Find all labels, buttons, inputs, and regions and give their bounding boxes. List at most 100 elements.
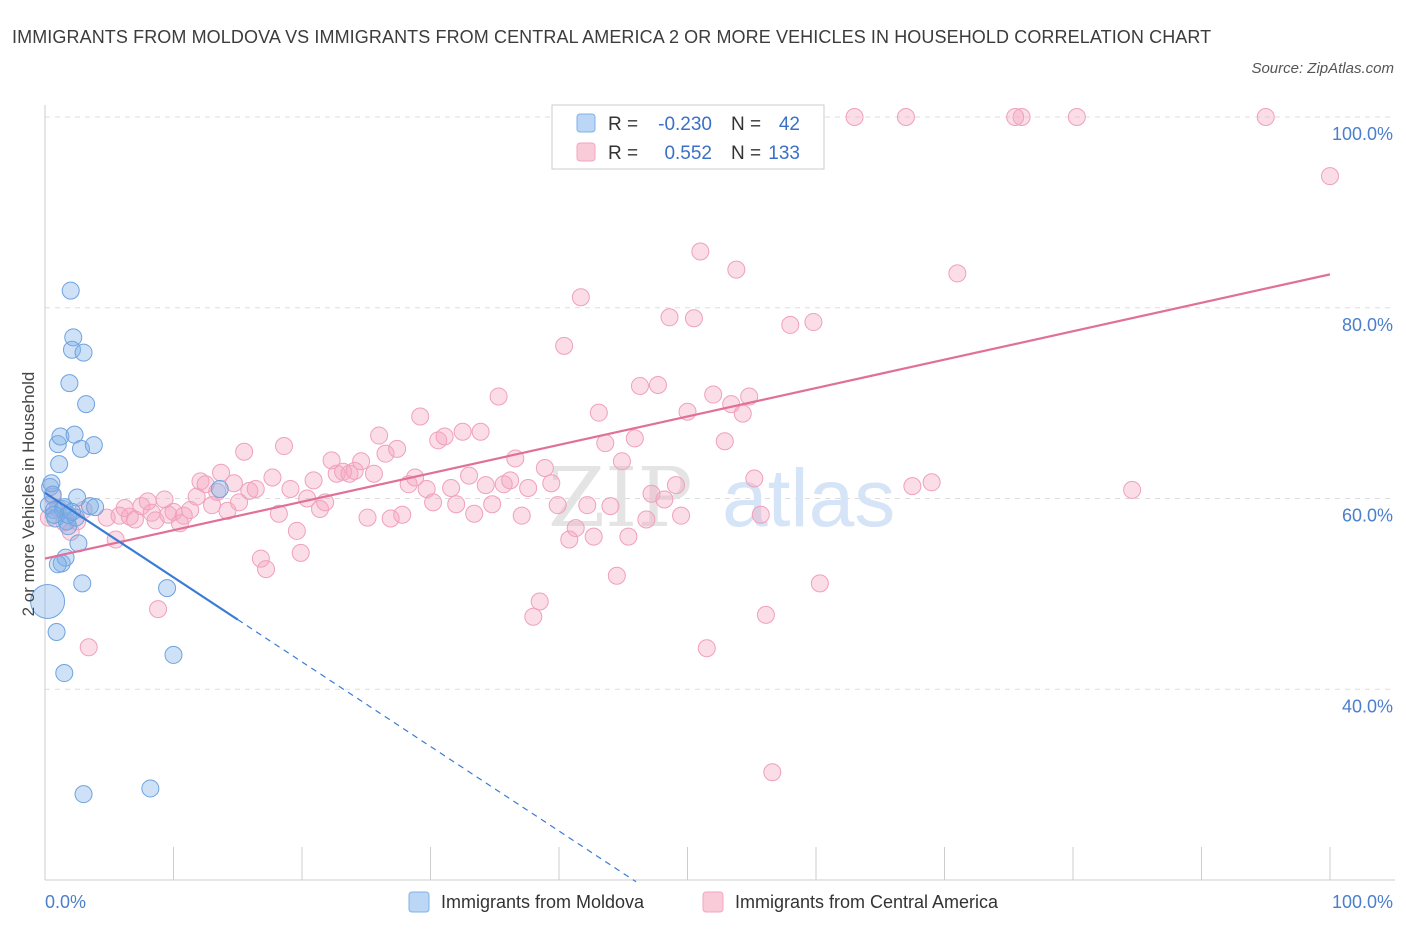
point-central-america	[393, 505, 412, 524]
point-central-america	[240, 481, 259, 500]
y-tick-label: 40.0%	[1342, 696, 1393, 716]
point-central-america	[358, 508, 377, 527]
legend-bottom-label-moldova: Immigrants from Moldova	[441, 892, 645, 912]
legend-bottom-swatch-moldova	[408, 891, 430, 913]
y-axis-label: 2 or more Vehicles in Household	[19, 372, 38, 617]
point-moldova	[68, 488, 87, 507]
point-central-america	[745, 469, 764, 488]
point-central-america	[251, 549, 270, 568]
point-central-america	[208, 482, 227, 501]
point-central-america	[733, 404, 752, 423]
point-central-america	[704, 385, 723, 404]
legend-n-label-moldova: N =	[731, 114, 761, 135]
point-central-america	[1006, 108, 1025, 126]
x-tick-label: 100.0%	[1332, 892, 1393, 912]
point-moldova	[50, 455, 69, 474]
source-label: Source: ZipAtlas.com	[1251, 60, 1394, 77]
point-central-america	[566, 519, 585, 538]
point-central-america	[548, 496, 567, 515]
point-moldova	[158, 579, 177, 598]
point-moldova	[42, 474, 61, 493]
point-central-america	[447, 495, 466, 514]
point-moldova	[44, 505, 63, 524]
point-central-america	[571, 288, 590, 307]
point-central-america	[560, 530, 579, 549]
point-moldova	[164, 645, 183, 664]
point-central-america	[460, 466, 479, 485]
legend-swatch-moldova	[576, 113, 596, 133]
point-moldova	[51, 427, 70, 446]
legend-series: Immigrants from Moldova Immigrants from …	[408, 891, 999, 913]
point-central-america	[845, 108, 864, 126]
point-central-america	[512, 506, 531, 525]
point-central-america	[524, 607, 543, 626]
point-central-america	[1256, 108, 1275, 126]
point-central-america	[476, 476, 495, 495]
point-moldova	[61, 281, 80, 300]
watermark: ZIP atlas	[548, 451, 895, 546]
legend-r-label-central-america: R =	[608, 143, 638, 164]
point-central-america	[424, 493, 443, 512]
point-moldova	[43, 485, 62, 504]
point-central-america	[191, 472, 210, 491]
point-central-america	[257, 560, 276, 579]
point-central-america	[230, 493, 249, 512]
point-moldova	[84, 436, 103, 455]
trend-line-central-america	[44, 273, 1331, 560]
point-central-america	[483, 495, 502, 514]
x-tick-labels: 0.0% 100.0%	[45, 892, 1393, 912]
point-moldova	[86, 498, 105, 517]
trend-line-moldova-extension	[237, 619, 637, 883]
point-central-america	[155, 490, 174, 509]
y-tick-label: 60.0%	[1342, 506, 1393, 526]
legend-bottom-label-central-america: Immigrants from Central America	[735, 892, 999, 912]
point-central-america	[471, 422, 490, 441]
point-central-america	[666, 476, 685, 495]
y-tick-labels: 40.0% 60.0% 80.0% 100.0%	[1332, 124, 1393, 716]
point-central-america	[715, 432, 734, 451]
point-central-america	[740, 387, 759, 406]
point-central-america	[655, 490, 674, 509]
y-tick-label: 80.0%	[1342, 315, 1393, 335]
point-central-america	[287, 521, 306, 540]
point-central-america	[584, 527, 603, 546]
point-central-america	[810, 574, 829, 593]
point-central-america	[79, 638, 98, 657]
point-central-america	[684, 309, 703, 328]
legend-n-label-central-america: N =	[731, 143, 761, 164]
point-central-america	[619, 527, 638, 546]
point-central-america	[132, 497, 151, 516]
point-moldova	[55, 664, 74, 683]
point-central-america	[672, 506, 691, 525]
point-central-america	[120, 507, 139, 526]
point-central-america	[601, 497, 620, 516]
point-central-america	[465, 504, 484, 523]
grid-lines	[45, 116, 1395, 690]
point-central-america	[535, 458, 554, 477]
point-central-america	[596, 434, 615, 453]
point-central-america	[442, 479, 461, 498]
x-tick-label: 0.0%	[45, 892, 86, 912]
point-central-america	[637, 510, 656, 529]
point-moldova	[80, 497, 99, 516]
point-central-america	[269, 504, 288, 523]
point-central-america	[1321, 167, 1339, 186]
point-central-america	[763, 763, 782, 782]
legend-n-value-central-america: 133	[768, 143, 800, 164]
point-central-america	[435, 427, 454, 446]
point-moldova	[141, 779, 160, 798]
point-central-america	[1067, 108, 1086, 126]
point-central-america	[630, 376, 649, 395]
point-moldova	[64, 328, 83, 347]
watermark-zip: ZIP	[548, 451, 693, 546]
point-central-america	[1012, 108, 1031, 126]
point-moldova	[74, 343, 93, 362]
trend-lines	[44, 273, 1331, 883]
legend-n-value-moldova: 42	[779, 114, 800, 135]
point-central-america	[212, 463, 231, 482]
point-central-america	[804, 313, 823, 332]
series-central-america-points	[39, 108, 1339, 782]
point-central-america	[756, 605, 775, 624]
legend-swatch-central-america	[576, 142, 596, 162]
